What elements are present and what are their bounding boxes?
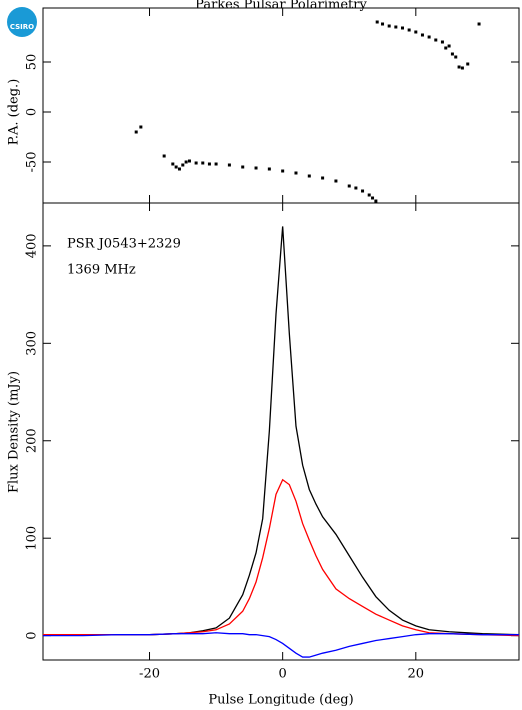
data-point: [407, 28, 411, 32]
y-tick-label: 400: [25, 233, 40, 258]
data-point: [394, 25, 398, 29]
data-point: [184, 160, 188, 164]
profile-line: [43, 226, 520, 636]
data-point: [267, 167, 271, 171]
data-point: [387, 24, 391, 28]
data-point: [361, 189, 365, 193]
data-point: [281, 169, 285, 173]
annotation: PSR J0543+2329: [67, 237, 181, 252]
data-point: [254, 166, 258, 170]
x-tick-label: 0: [279, 667, 287, 682]
y-tick-label: 300: [25, 331, 40, 356]
data-point: [427, 35, 431, 39]
data-point: [207, 162, 211, 166]
data-point: [457, 65, 461, 69]
data-point: [194, 161, 198, 165]
annotation: 1369 MHz: [67, 263, 136, 278]
y-axis-label: P.A. (deg.): [7, 79, 22, 146]
data-point: [201, 161, 205, 165]
data-point: [321, 176, 325, 180]
data-point: [334, 179, 338, 183]
y-tick-label: 0: [25, 108, 40, 116]
x-tick-label: -20: [139, 667, 160, 682]
data-point: [214, 162, 218, 166]
data-point: [375, 20, 379, 24]
data-point: [294, 171, 298, 175]
data-point: [307, 174, 311, 178]
data-point: [381, 22, 385, 26]
data-point: [454, 55, 458, 59]
chart-title: Parkes Pulsar Polarimetry: [195, 0, 367, 13]
data-point: [347, 184, 351, 188]
data-point: [420, 33, 424, 37]
profile-line: [43, 478, 520, 637]
data-point: [466, 62, 470, 66]
y-tick-label: 50: [25, 54, 40, 71]
data-point: [181, 163, 185, 167]
data-point: [139, 125, 143, 129]
data-point: [444, 46, 448, 50]
data-point: [477, 22, 481, 26]
data-point: [162, 154, 166, 158]
data-point: [434, 38, 438, 42]
data-point: [177, 167, 181, 171]
data-point: [450, 52, 454, 56]
data-point: [174, 165, 178, 169]
y-tick-label: 100: [25, 526, 40, 551]
y-tick-label: -50: [25, 152, 40, 173]
data-point: [171, 162, 175, 166]
data-point: [440, 40, 444, 44]
data-point: [241, 165, 245, 169]
data-point: [227, 163, 231, 167]
y-tick-label: 0: [25, 631, 40, 639]
data-point: [414, 30, 418, 34]
plot-frame: [42, 7, 520, 204]
data-point: [367, 193, 371, 197]
profile-line: [43, 632, 519, 658]
y-tick-label: 200: [25, 428, 40, 453]
x-axis-label: Pulse Longitude (deg): [208, 693, 353, 708]
y-axis-label: Flux Density (mJy): [7, 371, 22, 493]
data-point: [447, 44, 451, 48]
plot-frame: [42, 202, 520, 661]
data-point: [400, 26, 404, 30]
data-point: [371, 196, 375, 200]
data-point: [354, 186, 358, 190]
x-tick-label: 20: [408, 667, 425, 682]
data-point: [374, 199, 378, 203]
logo-text: CSIRO: [10, 23, 34, 31]
data-point: [187, 159, 191, 163]
logo-badge: [7, 7, 37, 37]
data-point: [134, 130, 138, 134]
data-point: [460, 66, 464, 70]
